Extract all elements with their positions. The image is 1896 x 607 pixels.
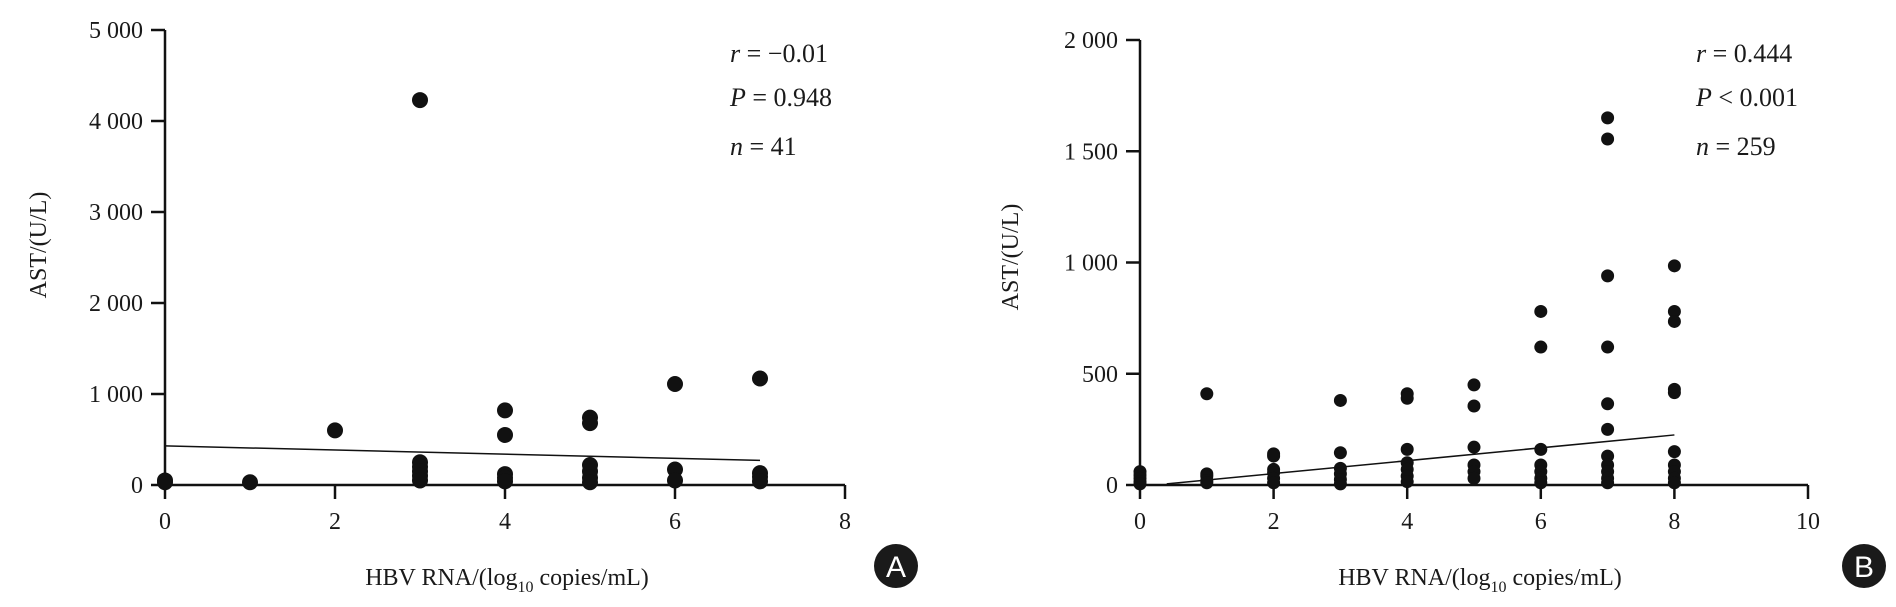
panel-badge xyxy=(874,544,918,588)
data-point xyxy=(1601,340,1615,354)
data-point xyxy=(1333,446,1347,460)
panel-a: 0 1 000 2 000 3 000 4 000 5 000 0 2 4 6 8 AST/(U/… xyxy=(26,18,918,596)
y-axis-title: AST/(U/L) xyxy=(998,204,1024,311)
data-point xyxy=(1467,440,1481,454)
x-tick-label: 10 xyxy=(1796,509,1820,535)
data-point xyxy=(1601,397,1615,411)
data-point xyxy=(752,370,768,387)
data-point xyxy=(1667,304,1681,318)
x-axis-ticks: 0 2 4 6 8 xyxy=(159,485,851,535)
x-tick-label: 4 xyxy=(499,509,511,535)
data-point xyxy=(1400,391,1414,405)
regression-line xyxy=(164,445,761,462)
data-point xyxy=(1601,422,1615,436)
x-axis-title: HBV RNA/(log10 copies/mL) xyxy=(1338,565,1622,596)
stat-r: r = −0.01 xyxy=(730,39,828,68)
data-point xyxy=(1601,111,1615,125)
data-point xyxy=(1267,449,1281,463)
data-point xyxy=(1333,477,1347,491)
x-tick-label: 8 xyxy=(1668,509,1680,535)
y-tick-label: 1 500 xyxy=(1064,139,1118,165)
data-point xyxy=(1667,386,1681,400)
data-points xyxy=(1133,111,1681,491)
data-point xyxy=(327,422,343,439)
data-point xyxy=(1667,445,1681,459)
regression-line xyxy=(1166,434,1675,485)
stat-n: n = 41 xyxy=(730,132,797,161)
data-point xyxy=(667,472,683,489)
x-tick-label: 6 xyxy=(1535,509,1547,535)
log-subscript: 10 xyxy=(517,579,533,596)
stat-p: P = 0.948 xyxy=(729,83,832,112)
data-point xyxy=(1467,378,1481,392)
y-tick-label: 4 000 xyxy=(89,109,143,135)
x-tick-label: 2 xyxy=(1268,509,1280,535)
x-tick-label: 2 xyxy=(329,509,341,535)
data-point xyxy=(1467,399,1481,413)
data-point xyxy=(497,473,513,490)
data-point xyxy=(242,474,258,491)
data-point xyxy=(1267,476,1281,490)
data-point xyxy=(1534,340,1548,354)
stat-r: r = 0.444 xyxy=(1696,39,1792,68)
data-point xyxy=(1667,259,1681,273)
x-axis-title: HBV RNA/(log10 copies/mL) xyxy=(365,565,649,596)
data-point xyxy=(1601,476,1615,490)
data-point xyxy=(1601,269,1615,283)
data-point xyxy=(1400,475,1414,489)
data-points xyxy=(157,92,768,491)
y-axis-ticks: 0 1 000 2 000 3 000 4 000 5 000 xyxy=(89,18,165,499)
data-point xyxy=(582,474,598,491)
x-tick-label: 0 xyxy=(1134,509,1146,535)
x-axis-ticks: 0 2 4 6 8 10 xyxy=(1134,485,1820,535)
x-tick-label: 0 xyxy=(159,509,171,535)
data-point xyxy=(1400,442,1414,456)
y-tick-label: 0 xyxy=(1106,473,1118,499)
y-axis-title: AST/(U/L) xyxy=(26,192,52,299)
y-tick-label: 2 000 xyxy=(89,291,143,317)
data-point xyxy=(582,415,598,432)
stat-n: n = 259 xyxy=(1696,132,1776,161)
data-point xyxy=(412,92,428,109)
x-tick-label: 8 xyxy=(839,509,851,535)
panel-letter: B xyxy=(1854,551,1874,584)
data-point xyxy=(1667,314,1681,328)
x-tick-label: 4 xyxy=(1401,509,1413,535)
data-point xyxy=(157,472,173,489)
data-point xyxy=(1534,476,1548,490)
data-point xyxy=(1534,304,1548,318)
y-tick-label: 2 000 xyxy=(1064,28,1118,54)
data-point xyxy=(1333,393,1347,407)
panel-b: 0 500 1 000 1 500 2 000 0 2 4 6 8 10 AST/(U/L) HB… xyxy=(998,28,1886,596)
y-tick-label: 3 000 xyxy=(89,200,143,226)
data-point xyxy=(1667,476,1681,490)
stat-p: P < 0.001 xyxy=(1695,83,1798,112)
data-point xyxy=(412,472,428,489)
data-point xyxy=(1601,132,1615,146)
y-tick-label: 1 000 xyxy=(89,382,143,408)
data-point xyxy=(1133,477,1147,491)
panel-letter: A xyxy=(886,551,906,584)
data-point xyxy=(752,473,768,490)
data-point xyxy=(497,426,513,443)
data-point xyxy=(1200,476,1214,490)
y-axis-ticks: 0 500 1 000 1 500 2 000 xyxy=(1064,28,1140,499)
y-tick-label: 500 xyxy=(1082,362,1118,388)
panel-badge xyxy=(1842,544,1886,588)
y-tick-label: 1 000 xyxy=(1064,251,1118,277)
data-point xyxy=(1467,471,1481,485)
data-point xyxy=(1200,387,1214,401)
y-tick-label: 0 xyxy=(131,473,143,499)
x-tick-label: 6 xyxy=(669,509,681,535)
y-tick-label: 5 000 xyxy=(89,18,143,44)
data-point xyxy=(497,402,513,419)
data-point xyxy=(1534,442,1548,456)
data-point xyxy=(667,375,683,392)
data-point xyxy=(1601,449,1615,463)
log-subscript: 10 xyxy=(1490,579,1506,596)
